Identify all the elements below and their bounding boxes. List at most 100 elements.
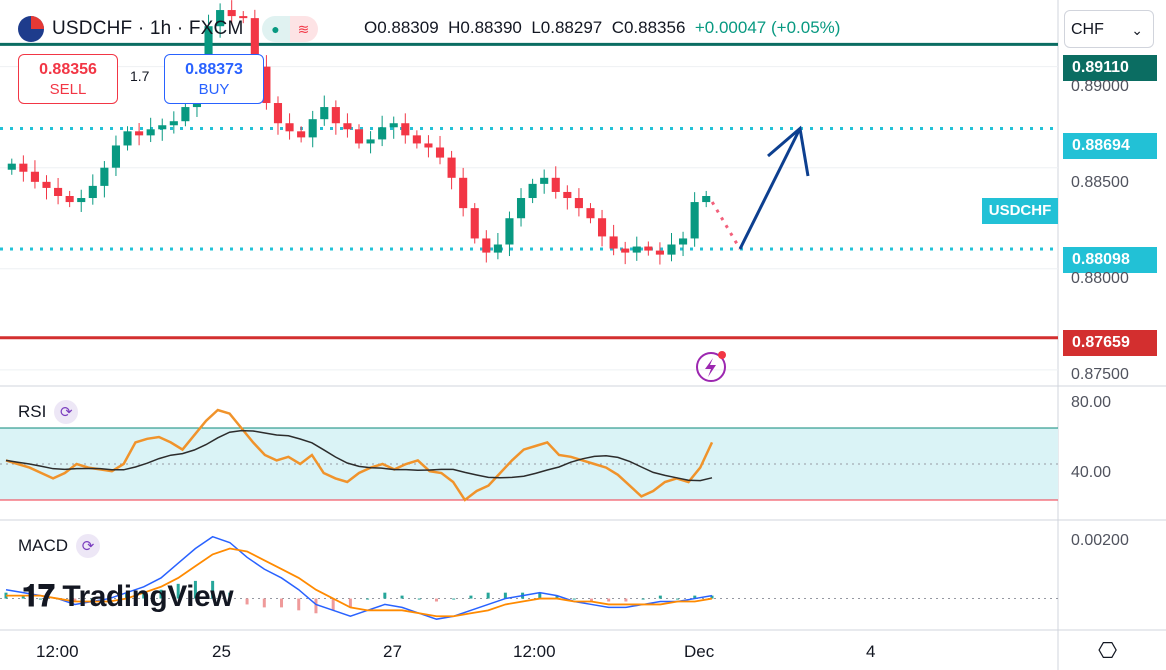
buy-price: 0.88373 xyxy=(185,61,243,78)
rsi-label: RSI xyxy=(18,402,47,421)
candle-body xyxy=(447,157,456,178)
candle-body xyxy=(632,246,641,253)
candle-body xyxy=(690,202,699,239)
macd-histogram-bar xyxy=(624,598,628,602)
x-tick: 25 xyxy=(212,642,231,661)
macd-histogram-bar xyxy=(486,592,490,599)
macd-histogram-bar xyxy=(211,580,215,599)
macd-tick: 0.00200 xyxy=(1071,532,1129,549)
macd-label: MACD xyxy=(18,536,69,555)
candle-body xyxy=(435,147,445,158)
macd-histogram-bar xyxy=(538,592,542,599)
macd-line xyxy=(5,535,713,620)
price-label-lower: 0.87659 xyxy=(1063,330,1157,356)
usd-chf-flag-icon xyxy=(18,16,44,42)
macd-histogram-bar xyxy=(572,598,576,600)
macd-histogram-bar xyxy=(90,598,94,600)
candle-body xyxy=(320,107,329,120)
settings-icon[interactable]: ⎔ xyxy=(1098,638,1118,663)
candle-body xyxy=(667,244,676,255)
candle-body xyxy=(262,66,271,104)
macd-histogram-bar xyxy=(641,598,645,600)
candle-body xyxy=(470,208,479,239)
y-tick: 0.88000 xyxy=(1071,270,1129,287)
low-value: L0.88297 xyxy=(531,18,603,37)
symbol-header[interactable]: USDCHF · 1h · FXCM ● ≋ xyxy=(18,14,318,44)
macd-histogram-bar xyxy=(21,595,25,599)
macd-histogram-bar xyxy=(676,598,680,600)
price-label-upper: 0.89110 xyxy=(1063,55,1157,81)
candle-body xyxy=(308,119,317,138)
macd-histogram-bar xyxy=(228,592,232,599)
macd-histogram-bar xyxy=(280,598,284,608)
macd-histogram-bar xyxy=(452,598,456,600)
flash-icon-bolt xyxy=(705,358,716,377)
macd-histogram-bar xyxy=(331,598,335,611)
macd-histogram-bar xyxy=(314,598,318,614)
macd-histogram-bar xyxy=(262,598,266,608)
candle-body xyxy=(551,177,560,192)
candle-body xyxy=(702,196,711,203)
wave-icon: ≋ xyxy=(289,16,318,42)
x-tick: 12:00 xyxy=(36,642,79,661)
rsi-tick: 80.00 xyxy=(1071,394,1112,411)
candle-body xyxy=(204,26,213,63)
tradingview-watermark: 𝟏𝟕 TradingView xyxy=(22,580,234,614)
macd-histogram-bar xyxy=(142,592,146,599)
candle-body xyxy=(169,121,178,126)
candle-body xyxy=(528,183,537,199)
symbol-title[interactable]: USDCHF · 1h · FXCM xyxy=(52,18,244,39)
flash-icon xyxy=(696,352,726,382)
candle-body xyxy=(135,131,144,136)
candle-body xyxy=(424,143,433,148)
macd-histogram-bar xyxy=(693,595,697,599)
macd-histogram-bar xyxy=(383,592,387,599)
candle-body xyxy=(42,181,51,188)
candle-body xyxy=(30,171,39,182)
refresh-icon[interactable]: ⟳ xyxy=(76,534,101,558)
status-pill[interactable]: ● ≋ xyxy=(261,16,318,42)
macd-histogram-bar xyxy=(658,595,662,599)
rsi-ma-line xyxy=(5,429,713,482)
currency-select[interactable]: CHF ⌄ xyxy=(1064,10,1154,48)
candle-body xyxy=(540,177,549,184)
price-label-support: 0.88098 xyxy=(1063,247,1157,273)
macd-histogram-bar xyxy=(417,598,421,600)
x-tick: 4 xyxy=(866,642,876,661)
candle-body xyxy=(655,250,664,255)
candle-body xyxy=(158,125,167,130)
candle-body xyxy=(516,198,526,219)
arrow-head xyxy=(767,125,810,177)
currency-value: CHF xyxy=(1071,21,1104,38)
buy-label: BUY xyxy=(198,81,230,98)
macd-histogram-bar xyxy=(589,598,593,602)
candle-body xyxy=(621,248,630,253)
candle-body xyxy=(181,107,190,122)
projection-dotted xyxy=(710,201,742,250)
candle-body xyxy=(239,16,248,19)
macd-histogram-bar xyxy=(348,598,352,608)
candle-body xyxy=(597,218,607,237)
spread-value: 1.7 xyxy=(130,68,150,84)
y-tick: 0.87500 xyxy=(1071,366,1129,383)
sell-label: SELL xyxy=(49,81,87,98)
candle-body xyxy=(273,103,283,124)
candle-body xyxy=(574,198,583,209)
macd-legend[interactable]: MACD ⟳ xyxy=(18,534,101,558)
candle-body xyxy=(216,10,225,27)
macd-histogram-bar xyxy=(193,580,197,599)
candle-body xyxy=(412,135,421,144)
candle-body xyxy=(100,167,109,186)
macd-histogram-bar xyxy=(159,589,163,599)
candle-body xyxy=(7,163,16,170)
candle-body xyxy=(111,145,121,168)
buy-button[interactable]: 0.88373 BUY xyxy=(164,54,264,104)
candle-body xyxy=(19,163,28,172)
candle-body xyxy=(331,107,340,124)
sell-button[interactable]: 0.88356 SELL xyxy=(18,54,118,104)
refresh-icon[interactable]: ⟳ xyxy=(54,400,79,424)
candle-body xyxy=(227,10,236,17)
candle-body xyxy=(354,129,364,144)
rsi-legend[interactable]: RSI ⟳ xyxy=(18,400,79,424)
